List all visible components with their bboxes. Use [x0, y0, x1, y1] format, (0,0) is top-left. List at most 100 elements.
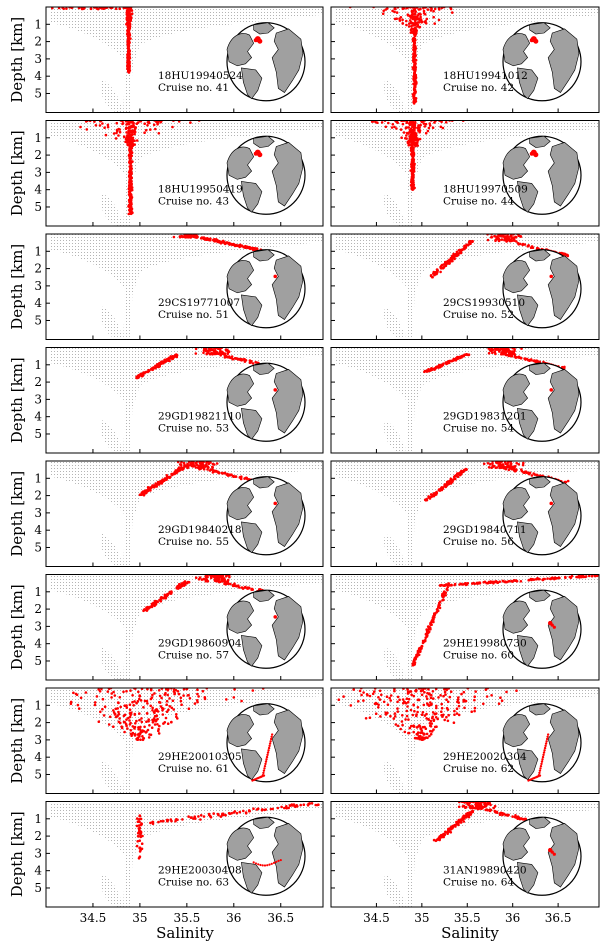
data-point — [483, 801, 487, 805]
europe-africa-shape — [547, 28, 580, 93]
data-point — [232, 474, 235, 478]
data-point — [411, 130, 415, 133]
south-america-shape — [241, 862, 263, 894]
data-point — [453, 582, 457, 586]
data-point — [436, 717, 440, 721]
y-tick-label: 4 — [34, 296, 42, 310]
data-point — [186, 466, 189, 470]
data-point — [445, 482, 448, 486]
data-point — [494, 580, 498, 583]
greenland-shape — [253, 476, 275, 489]
x-tick-label: 35 — [414, 911, 429, 925]
cruise-location-marker — [548, 620, 556, 629]
background-data-lobe — [100, 193, 123, 226]
cruise-id-label: 29HE20020304 — [443, 751, 527, 763]
cruise-number-label: Cruise no. 64 — [443, 877, 514, 889]
data-point — [468, 811, 471, 814]
data-point — [93, 701, 97, 704]
data-point — [486, 462, 490, 465]
data-point — [102, 714, 106, 717]
data-point — [514, 816, 518, 819]
cruise-location-marker — [273, 501, 278, 506]
data-point — [223, 471, 227, 475]
globe-map — [226, 135, 306, 215]
data-point — [202, 577, 206, 581]
data-point — [438, 606, 442, 610]
data-point — [431, 618, 435, 622]
data-point — [163, 693, 167, 696]
data-point — [156, 363, 159, 366]
data-point — [408, 128, 412, 132]
data-point — [142, 706, 145, 709]
globe-map — [502, 362, 582, 442]
data-point — [125, 136, 129, 140]
data-point — [362, 699, 365, 702]
data-point — [391, 9, 394, 13]
data-point — [235, 811, 239, 815]
data-point — [129, 14, 132, 18]
data-point — [446, 585, 450, 589]
globe-map — [502, 476, 582, 556]
data-point — [431, 275, 434, 279]
cruise-id-label: 18HU19950419 — [158, 184, 243, 196]
data-point — [455, 254, 458, 258]
data-point — [165, 699, 169, 703]
data-point — [414, 688, 418, 692]
plot-frame — [45, 6, 324, 113]
data-point — [456, 698, 460, 702]
data-point — [441, 126, 445, 130]
data-point — [133, 734, 137, 737]
data-point — [196, 692, 199, 696]
data-point — [525, 357, 529, 361]
highlight-series — [370, 120, 465, 191]
data-point — [255, 808, 259, 811]
data-point — [520, 347, 523, 350]
data-point — [414, 657, 418, 660]
south-america-shape — [517, 294, 539, 327]
data-point — [460, 356, 463, 359]
cruise-location-marker — [253, 149, 263, 158]
background-data-cloud — [50, 7, 323, 113]
data-point — [489, 462, 492, 466]
data-point — [418, 647, 421, 650]
data-point — [201, 689, 205, 693]
background-data-cloud — [50, 234, 323, 340]
data-point — [401, 714, 404, 717]
y-tick-label: 3 — [34, 619, 42, 633]
data-point — [500, 466, 504, 469]
data-point — [251, 362, 255, 365]
data-point — [342, 695, 345, 698]
data-point — [122, 135, 126, 138]
data-point — [399, 128, 403, 131]
y-tick-label: 2 — [34, 829, 42, 843]
data-point — [140, 730, 144, 734]
data-point — [230, 812, 233, 815]
data-point — [426, 691, 429, 695]
data-point — [517, 243, 520, 246]
data-point — [130, 146, 133, 150]
data-point — [182, 694, 185, 697]
data-point — [410, 171, 414, 175]
data-point — [471, 582, 474, 585]
data-point — [389, 714, 392, 718]
data-point — [162, 819, 165, 823]
plot-frame — [330, 347, 600, 454]
data-point — [217, 347, 221, 351]
data-point — [412, 95, 415, 98]
data-point — [137, 690, 140, 694]
south-america-shape — [241, 408, 263, 440]
data-point — [416, 725, 420, 729]
cruise-id-label: 18HU19941012 — [443, 70, 528, 82]
data-point — [402, 131, 406, 134]
data-point — [240, 699, 243, 703]
data-point — [410, 693, 413, 697]
data-point — [433, 615, 436, 619]
data-point — [378, 689, 382, 693]
cruise-location-marker — [252, 858, 282, 867]
data-point — [128, 8, 132, 11]
background-data-lobe — [384, 306, 406, 340]
data-point — [437, 7, 441, 10]
background-data-lobe — [384, 193, 406, 226]
